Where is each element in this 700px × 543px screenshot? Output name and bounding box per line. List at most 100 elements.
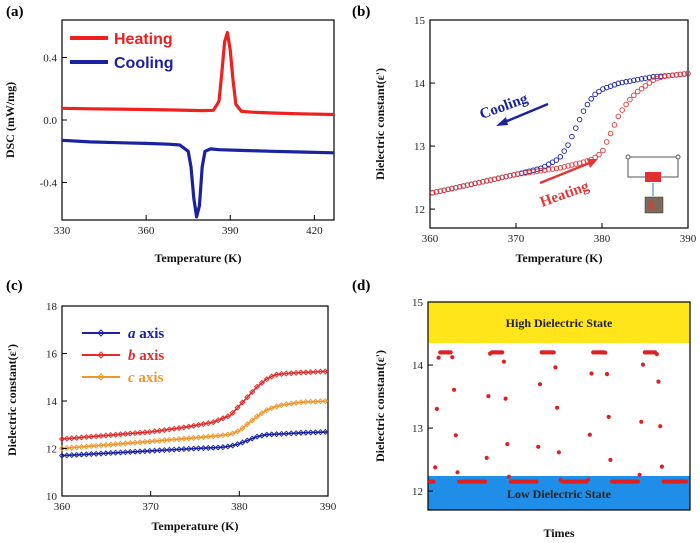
y-tick-label: 13	[412, 423, 424, 435]
data-point-b-axis	[132, 430, 139, 437]
panel-a-ticks: 330 360 390 420 -0.4 0.0 0.4	[40, 53, 324, 238]
data-point-a-axis	[263, 431, 270, 438]
panel-a-label: (a)	[6, 4, 24, 20]
data-point-cooling	[619, 79, 625, 86]
data-point-cooling	[557, 154, 564, 160]
data-point-c-axis	[151, 438, 158, 445]
data-point-c-axis	[273, 403, 280, 410]
data-point-a-axis	[136, 448, 144, 455]
data-point-a-axis	[180, 446, 187, 453]
switching-data-point	[436, 355, 441, 360]
y-tick-label: 16	[46, 349, 58, 361]
data-point-cooling	[654, 73, 660, 80]
data-point-cooling	[646, 74, 653, 81]
data-point-heating	[545, 166, 552, 173]
data-point-a-axis	[219, 444, 226, 451]
switching-data-point	[450, 355, 455, 360]
data-point-cooling	[576, 116, 583, 123]
data-point-b-axis	[88, 433, 95, 440]
data-point-heating	[507, 172, 513, 179]
data-point-heating	[460, 183, 467, 189]
data-point-c-axis	[180, 435, 187, 442]
panel-b-dielectric: (b) 360 370 380 390 12 13 14 15 Cooling Heating…	[352, 4, 697, 265]
data-point-a-axis	[97, 450, 105, 457]
data-point-heating	[662, 73, 668, 80]
data-point-cooling	[631, 77, 637, 84]
data-point-b-axis	[151, 428, 158, 435]
data-point-heating	[646, 80, 653, 86]
switching-data-point	[640, 362, 646, 367]
data-point-c-axis	[73, 444, 80, 451]
data-point-heating	[549, 166, 556, 172]
data-point-b-axis	[219, 415, 226, 422]
data-point-b-axis	[171, 425, 178, 432]
data-point-c-axis	[258, 410, 265, 417]
data-point-heating	[642, 83, 649, 89]
data-point-heating	[437, 188, 444, 194]
data-point-c-axis	[63, 445, 70, 452]
y-tick-label: 0.0	[43, 115, 57, 127]
switching-data-point	[553, 365, 558, 370]
data-point-a-axis	[273, 431, 280, 438]
data-point-b-axis	[107, 432, 114, 439]
data-point-b-axis	[229, 409, 236, 416]
panel-b-heating-arrowhead	[587, 159, 598, 168]
y-tick-label: 13	[414, 141, 426, 153]
panel-b-cooling-arrow	[499, 102, 549, 126]
data-point-c-axis	[117, 440, 124, 447]
data-point-cooling	[584, 101, 591, 108]
y-tick-label: 14	[414, 78, 426, 90]
switching-data-point	[658, 424, 663, 429]
switching-data-point	[604, 372, 610, 377]
data-point-a-axis	[171, 446, 178, 453]
data-point-a-axis	[288, 430, 295, 437]
data-point-b-axis	[254, 383, 261, 390]
data-point-c-axis	[166, 436, 173, 443]
data-point-cooling	[580, 108, 587, 114]
panel-d-xlabel: Times	[543, 526, 574, 540]
data-point-a-axis	[107, 449, 114, 457]
panel-a-frame	[61, 19, 335, 221]
legend-marker	[97, 373, 105, 381]
data-point-b-axis	[234, 404, 241, 411]
data-point-a-axis	[102, 450, 109, 457]
data-point-cooling	[638, 76, 645, 82]
data-point-a-axis	[210, 444, 217, 451]
data-point-a-axis	[317, 429, 324, 436]
data-point-b-axis	[307, 369, 314, 376]
high-dielectric-label: High Dielectric State	[506, 316, 613, 330]
data-point-c-axis	[58, 445, 66, 452]
data-point-c-axis	[102, 441, 109, 449]
data-point-c-axis	[146, 438, 153, 445]
data-point-heating	[623, 101, 629, 108]
data-point-c-axis	[215, 432, 222, 439]
panel-d-switching: (d) High Dielectric State Low Dielectric…	[352, 278, 691, 540]
data-point-b-axis	[258, 379, 265, 386]
data-point-c-axis	[283, 401, 290, 408]
data-point-heating	[526, 169, 533, 176]
data-point-heating	[685, 70, 691, 77]
switching-data-point	[656, 379, 661, 384]
data-point-heating	[445, 186, 451, 193]
data-point-heating	[669, 72, 676, 79]
switching-data-point	[431, 479, 436, 484]
data-point-a-axis	[312, 429, 319, 436]
data-point-a-axis	[88, 451, 95, 458]
data-point-b-axis	[288, 370, 295, 377]
data-point-c-axis	[97, 442, 105, 449]
data-point-heating	[600, 147, 606, 154]
data-point-heating	[638, 85, 645, 92]
data-point-heating	[491, 176, 498, 182]
switching-data-point	[536, 444, 541, 449]
data-point-c-axis	[293, 399, 300, 406]
data-point-a-axis	[249, 435, 256, 442]
switching-data-point	[603, 350, 608, 355]
data-point-b-axis	[127, 430, 134, 437]
switching-data-point	[448, 350, 453, 355]
data-point-b-axis	[73, 434, 80, 441]
switching-data-point	[484, 455, 489, 460]
panel-d-frame	[427, 301, 691, 511]
data-point-c-axis	[307, 398, 314, 405]
switching-data-point	[455, 470, 460, 475]
